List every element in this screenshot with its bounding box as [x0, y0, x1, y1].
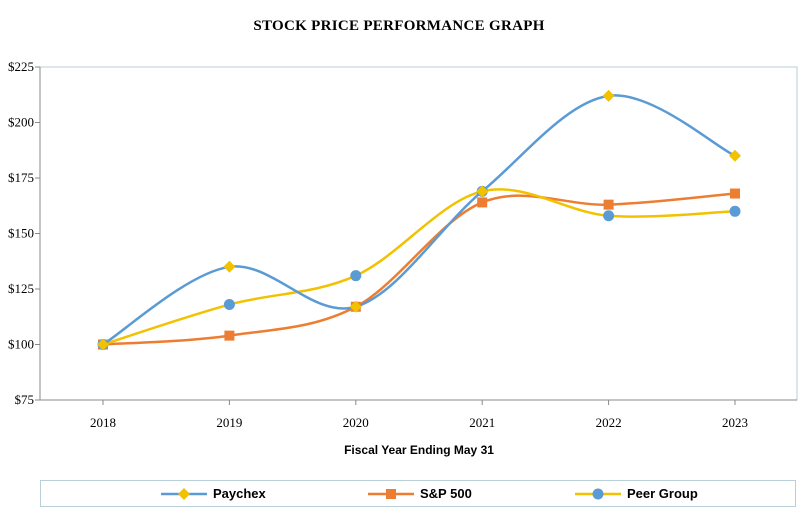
- data-point-peer-group: [603, 210, 615, 222]
- legend-label-peer-group: Peer Group: [627, 486, 698, 501]
- axes: $75 $100 $125 $150 $175 $200 $225 2018 2019 2020 2…: [8, 59, 797, 430]
- legend-item-sp500: S&P 500: [366, 481, 472, 506]
- x-tick-label: 2023: [722, 415, 748, 430]
- data-point-s-p-500: [477, 197, 488, 208]
- data-point-peer-group: [223, 299, 235, 311]
- legend-item-peer-group: Peer Group: [573, 481, 698, 506]
- x-tick-label: 2021: [469, 415, 495, 430]
- data-point-paychex: [349, 300, 362, 313]
- legend-item-paychex: Paychex: [159, 481, 266, 506]
- y-tick-label: $150: [8, 226, 34, 241]
- x-axis-label: Fiscal Year Ending May 31: [344, 443, 494, 457]
- x-tick-label: 2018: [90, 415, 116, 430]
- legend-label-sp500: S&P 500: [420, 486, 472, 501]
- series-line-peer-group: [102, 188, 736, 346]
- y-tick-label: $200: [8, 115, 34, 130]
- legend: Paychex S&P 500 Peer Group: [40, 480, 796, 507]
- data-point-peer-group: [350, 270, 362, 282]
- legend-swatch-peer-group: [575, 488, 621, 499]
- data-point-paychex: [602, 89, 615, 102]
- x-tick-label: 2019: [216, 415, 242, 430]
- data-point-s-p-500: [603, 199, 614, 210]
- series-line-paychex: [102, 94, 736, 346]
- y-tick-label: $125: [8, 281, 34, 296]
- data-point-paychex: [223, 260, 236, 273]
- x-tick-label: 2020: [343, 415, 369, 430]
- legend-swatch-paychex: [161, 487, 207, 500]
- chart-title: STOCK PRICE PERFORMANCE GRAPH: [253, 18, 545, 34]
- data-point-s-p-500: [224, 330, 235, 341]
- plot-area: [39, 66, 798, 401]
- y-tick-label: $75: [15, 392, 35, 407]
- series-line-s-p-500: [102, 192, 736, 346]
- y-tick-label: $175: [8, 170, 34, 185]
- data-point-s-p-500: [730, 188, 740, 199]
- legend-swatch-sp500: [368, 488, 414, 499]
- legend-label-paychex: Paychex: [213, 486, 266, 501]
- plot-border: [39, 66, 798, 401]
- y-tick-label: $225: [8, 59, 34, 74]
- x-tick-label: 2022: [596, 415, 622, 430]
- data-point-paychex: [729, 149, 741, 162]
- data-point-paychex: [97, 338, 109, 351]
- line-chart: $75 $100 $125 $150 $175 $200 $225 2018 2019 2020 2…: [8, 59, 798, 430]
- data-point-paychex: [476, 185, 489, 198]
- series-group: [97, 89, 741, 351]
- y-tick-label: $100: [8, 337, 34, 352]
- data-point-peer-group: [729, 205, 741, 217]
